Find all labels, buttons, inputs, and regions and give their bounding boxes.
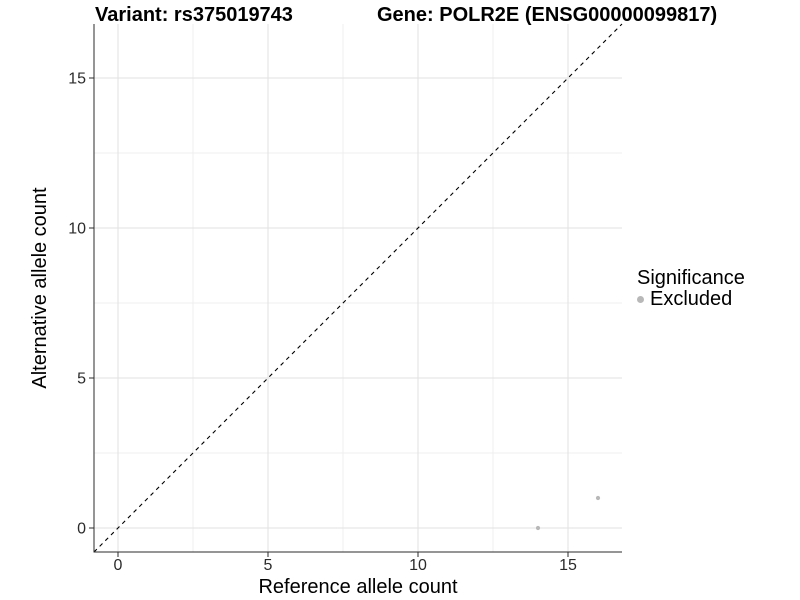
- x-tick-label: 0: [114, 557, 123, 574]
- y-tick-label: 5: [77, 371, 86, 388]
- y-axis-title: Alternative allele count: [29, 187, 51, 389]
- x-tick-label: 5: [264, 557, 273, 574]
- legend-point-icon: [637, 295, 644, 303]
- y-tick-label: 0: [77, 521, 86, 538]
- identity-line: [93, 23, 623, 553]
- data-point: [595, 495, 601, 501]
- x-tick-label: 10: [409, 557, 427, 574]
- x-tick-label: 15: [559, 557, 577, 574]
- y-tick-label: 15: [68, 71, 86, 88]
- y-tick-label: 10: [68, 221, 86, 238]
- plot-title-gene: Gene: POLR2E (ENSG00000099817): [377, 4, 718, 26]
- x-axis-title: Reference allele count: [258, 576, 458, 598]
- legend-item-excluded: Excluded: [637, 289, 745, 309]
- legend-title: Significance: [637, 267, 745, 289]
- data-point: [535, 525, 541, 531]
- legend-item-label: Excluded: [650, 288, 733, 310]
- plot-title-variant: Variant: rs375019743: [95, 4, 293, 26]
- legend: Significance Excluded: [637, 268, 745, 309]
